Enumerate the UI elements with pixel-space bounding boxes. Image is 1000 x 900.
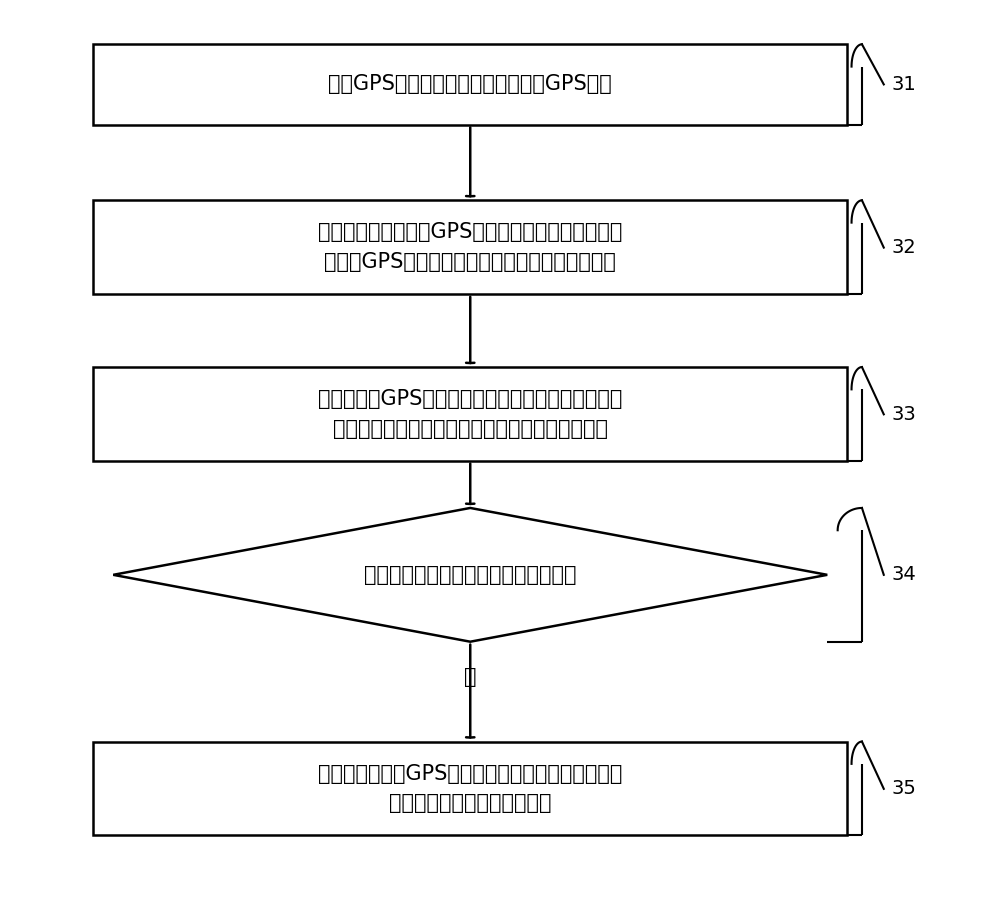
Text: 35: 35 [892, 779, 917, 798]
Text: 31: 31 [892, 75, 916, 94]
FancyBboxPatch shape [93, 201, 847, 294]
Text: 34: 34 [892, 565, 916, 584]
Text: 32: 32 [892, 238, 916, 257]
Text: 33: 33 [892, 405, 916, 424]
FancyBboxPatch shape [93, 742, 847, 835]
FancyBboxPatch shape [93, 367, 847, 461]
Polygon shape [113, 508, 827, 642]
Text: 调整第一终端的GPS订阅周期，使得调整后的承载数
量大于或等于当前终端的数量: 调整第一终端的GPS订阅周期，使得调整后的承载数 量大于或等于当前终端的数量 [318, 763, 622, 814]
Text: 获取已订阅GPS的通信终端中运动范围在第一预设范
围内或平均运动速度小于第一速度阈值的第一终端: 获取已订阅GPS的通信终端中运动范围在第一预设范 围内或平均运动速度小于第一速度… [318, 389, 622, 438]
FancyBboxPatch shape [93, 44, 847, 124]
Text: 根据通信终端上报的GPS信息，获取预设时间间隔内
已订阅GPS的通信终端的平均运动速度和运动范围: 根据通信终端上报的GPS信息，获取预设时间间隔内 已订阅GPS的通信终端的平均运… [318, 222, 622, 272]
Text: 是: 是 [464, 668, 477, 688]
Text: 接收GPS订阅信息和通信终端上报的GPS信息: 接收GPS订阅信息和通信终端上报的GPS信息 [328, 75, 612, 94]
Text: 当前终端的数量是否超过预设承载数量: 当前终端的数量是否超过预设承载数量 [364, 565, 576, 585]
